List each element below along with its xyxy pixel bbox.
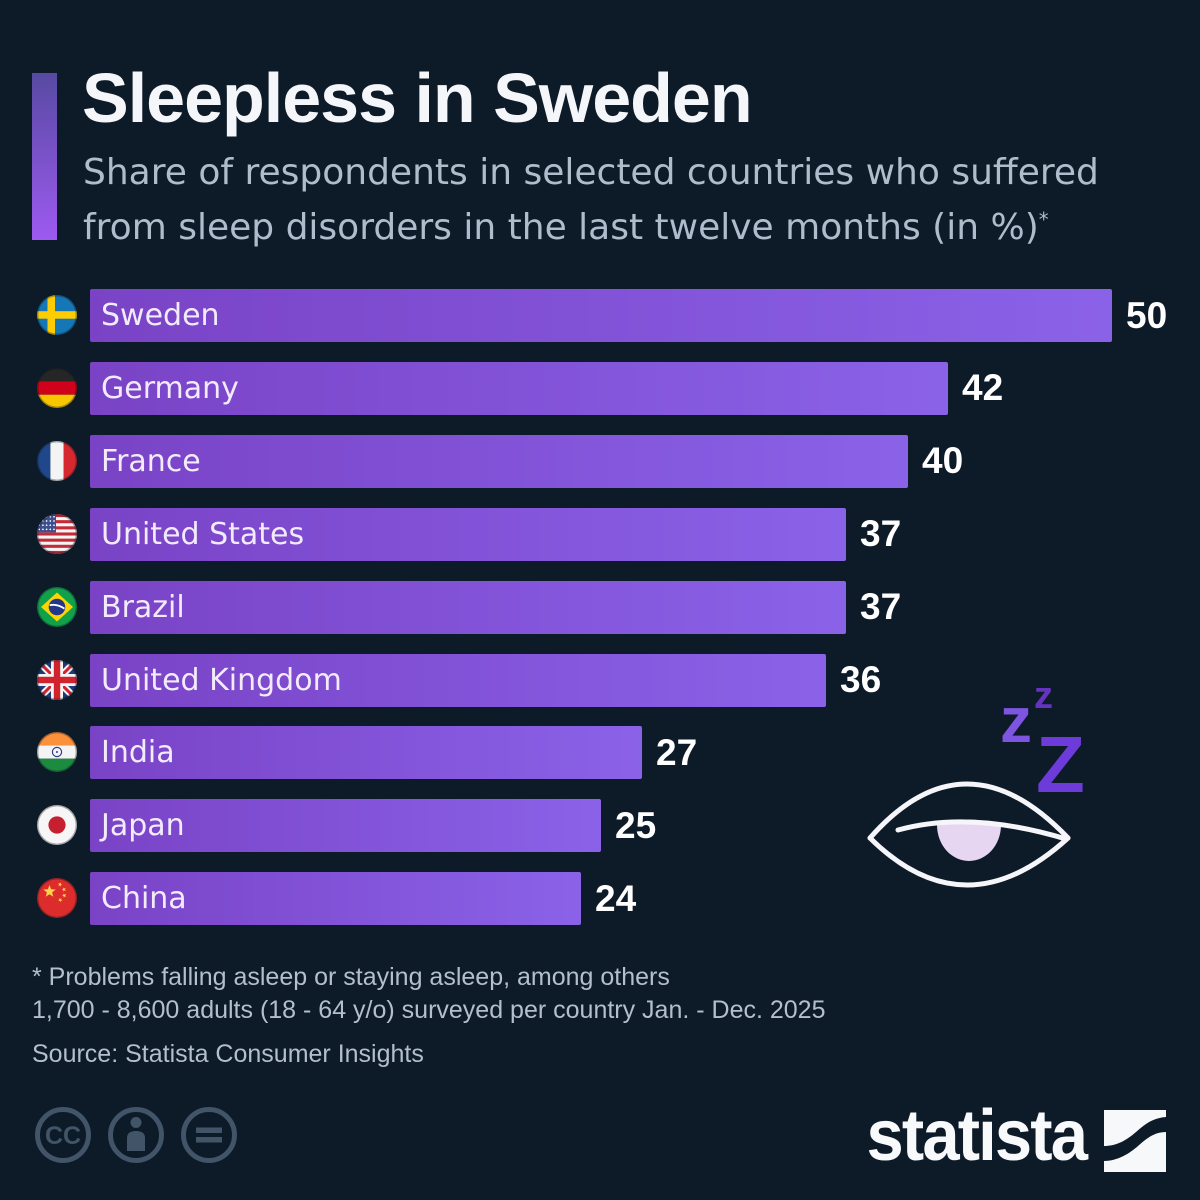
statista-logo[interactable]: statista <box>850 1100 1166 1172</box>
bar-row-cn: China 24 <box>0 872 1200 926</box>
india-bar: India <box>90 726 642 780</box>
bar-value: 37 <box>860 586 902 628</box>
bar-value: 37 <box>860 513 902 555</box>
country-label: Germany <box>101 370 239 406</box>
united-states-bar: United States <box>90 507 846 561</box>
footnote: * Problems falling asleep or staying asl… <box>32 961 826 1027</box>
country-label: China <box>101 881 187 917</box>
bar-row-de: Germany 42 <box>0 361 1200 415</box>
bar-row-us: United States 37 <box>0 507 1200 561</box>
bar-row-fr: France 40 <box>0 434 1200 488</box>
subtitle-line-1: Share of respondents in selected countri… <box>83 152 1099 193</box>
chart-subtitle: Share of respondents in selected countri… <box>83 149 1099 251</box>
chart-title: Sleepless in Sweden <box>82 59 753 137</box>
bar-row-jp: Japan 25 <box>0 799 1200 853</box>
united-kingdom-flag-icon <box>37 659 77 700</box>
country-label: France <box>101 443 201 479</box>
no-derivatives-icon <box>181 1107 237 1163</box>
france-bar: France <box>90 434 908 488</box>
country-label: Sweden <box>101 298 220 333</box>
sweden-bar: Sweden <box>90 289 1112 342</box>
japan-flag-icon <box>37 805 77 846</box>
france-flag-icon <box>37 440 77 481</box>
attribution-icon <box>108 1107 164 1163</box>
source-line: Source: Statista Consumer Insights <box>32 1040 424 1068</box>
bar-row-in: India 27 <box>0 726 1200 780</box>
bar-value: 27 <box>656 731 698 773</box>
united-states-flag-icon <box>37 513 77 554</box>
china-bar: China <box>90 872 581 926</box>
subtitle-line-2: from sleep disorders in the last twelve … <box>83 207 1039 248</box>
japan-bar: Japan <box>90 799 601 853</box>
eye-icon <box>867 781 1071 888</box>
subtitle-asterisk: * <box>1038 208 1049 231</box>
brazil-bar: Brazil <box>90 580 846 634</box>
bar-value: 50 <box>1126 294 1168 336</box>
bar-value: 36 <box>840 659 882 700</box>
united-kingdom-bar: United Kingdom <box>90 653 826 707</box>
bar-row-se: Sweden 50 <box>0 289 1200 342</box>
sleep-z-large: Z <box>1036 720 1085 809</box>
india-flag-icon <box>37 732 77 773</box>
statista-logo-mark <box>1104 1110 1166 1172</box>
brazil-flag-icon <box>37 586 77 627</box>
cc-icon <box>35 1107 91 1163</box>
country-label: Brazil <box>101 589 185 625</box>
sleep-z-medium: z <box>1000 684 1032 756</box>
statista-logo-text: statista <box>866 1096 1087 1176</box>
china-flag-icon <box>37 878 77 919</box>
cc-license-icons[interactable]: CC <box>34 1106 244 1169</box>
sleep-z-small: z <box>1034 675 1053 717</box>
germany-bar: Germany <box>90 361 948 415</box>
cc-label: CC <box>45 1122 81 1150</box>
footnote-line-2: 1,700 - 8,600 adults (18 - 64 y/o) surve… <box>32 996 826 1024</box>
country-label: United States <box>101 516 305 552</box>
bar-row-br: Brazil 37 <box>0 580 1200 634</box>
country-label: India <box>101 735 175 771</box>
country-label: United Kingdom <box>101 662 342 698</box>
bar-value: 24 <box>595 877 637 919</box>
sleeping-eye-illustration <box>850 670 1100 910</box>
bar-row-gb: United Kingdom 36 <box>0 653 1200 707</box>
country-label: Japan <box>101 808 185 844</box>
bar-value: 42 <box>962 367 1004 409</box>
germany-flag-icon <box>37 367 77 408</box>
footnote-line-1: * Problems falling asleep or staying asl… <box>32 963 670 991</box>
bar-value: 40 <box>922 440 964 482</box>
bar-value: 25 <box>615 804 657 846</box>
sweden-flag-icon <box>37 295 77 335</box>
title-accent-bar <box>32 73 57 240</box>
